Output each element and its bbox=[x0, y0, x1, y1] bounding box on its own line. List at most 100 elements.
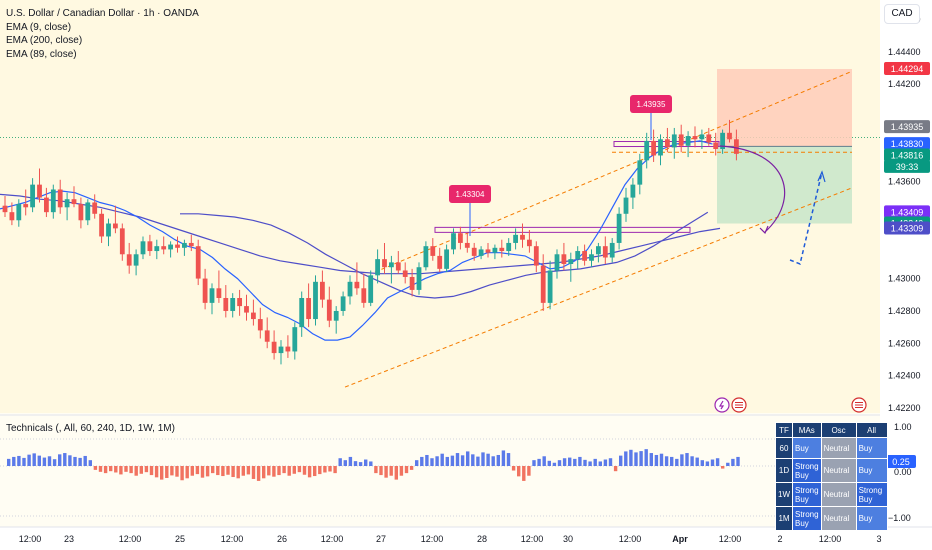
all-cell: Buy bbox=[855, 437, 888, 459]
candle-body bbox=[126, 254, 132, 266]
technicals-bar bbox=[680, 454, 684, 466]
technicals-bar bbox=[318, 466, 322, 475]
candle-body bbox=[568, 259, 574, 264]
candle-body bbox=[71, 199, 77, 205]
technicals-bar bbox=[292, 466, 296, 474]
technicals-bar bbox=[420, 456, 424, 466]
time-axis-tick: 30 bbox=[563, 534, 573, 544]
symbol-title[interactable]: U.S. Dollar / Canadian Dollar · 1h · OAN… bbox=[6, 8, 199, 19]
price-label-text: 1.43830 bbox=[891, 139, 924, 149]
technicals-bar bbox=[154, 466, 159, 478]
technicals-bar bbox=[583, 459, 587, 466]
time-axis-tick: 27 bbox=[376, 534, 386, 544]
technicals-bar bbox=[491, 456, 495, 466]
technicals-bar bbox=[364, 459, 368, 466]
candle-body bbox=[513, 234, 518, 243]
resistance-box bbox=[434, 226, 691, 233]
header-all: All bbox=[855, 422, 888, 438]
technicals-bar bbox=[654, 454, 659, 466]
tf-cell: 1D bbox=[775, 458, 793, 483]
candle-body bbox=[99, 213, 104, 237]
technicals-bar bbox=[348, 456, 353, 466]
price-label-text: 1.43409 bbox=[891, 207, 924, 217]
candle-body bbox=[409, 276, 415, 290]
technicals-table: TF MAs Osc All 60 Buy Neutral Buy 1D Str… bbox=[775, 422, 888, 531]
all-cell: Buy bbox=[855, 506, 888, 531]
technicals-bar bbox=[78, 457, 82, 466]
technicals-bar bbox=[7, 458, 11, 466]
candle-body bbox=[706, 134, 712, 143]
technicals-bar bbox=[68, 455, 72, 466]
technicals-bar bbox=[715, 458, 720, 466]
technicals-bar bbox=[573, 458, 577, 466]
tech-axis-tick: 0.00 bbox=[894, 467, 912, 477]
technicals-bar bbox=[629, 449, 633, 466]
technicals-bar bbox=[328, 466, 332, 472]
technicals-bar bbox=[93, 466, 98, 470]
candle-body bbox=[471, 247, 477, 256]
candle-body bbox=[630, 184, 636, 198]
candle-body bbox=[671, 134, 677, 148]
technicals-bar bbox=[32, 453, 36, 466]
candle-body bbox=[389, 262, 394, 268]
tech-axis-tick: −1.00 bbox=[888, 513, 911, 523]
indicator-ema-200[interactable]: EMA (200, close) bbox=[6, 35, 83, 46]
osc-cell: Neutral bbox=[820, 482, 857, 507]
candle-body bbox=[492, 247, 498, 253]
currency-button[interactable]: CAD bbox=[884, 4, 920, 24]
technicals-bar bbox=[721, 466, 725, 469]
price-axis-background bbox=[880, 0, 932, 527]
osc-cell: Neutral bbox=[820, 437, 857, 459]
candle-body bbox=[182, 242, 187, 248]
candle-body bbox=[299, 298, 305, 328]
candle-body bbox=[485, 249, 491, 253]
candle-body bbox=[520, 234, 525, 240]
candle-body bbox=[699, 134, 705, 140]
technicals-bar bbox=[522, 466, 526, 481]
candle-body bbox=[458, 233, 463, 243]
technicals-bar bbox=[282, 466, 286, 474]
candle-body bbox=[333, 310, 339, 321]
technicals-bar bbox=[603, 459, 608, 466]
candle-body bbox=[257, 319, 263, 331]
all-cell: Buy bbox=[855, 458, 888, 483]
candle-body bbox=[685, 136, 691, 146]
technicals-bar bbox=[430, 458, 434, 466]
technicals-bar bbox=[124, 466, 128, 472]
price-label-badge bbox=[884, 159, 930, 173]
technicals-row-1d: 1D Strong Buy Neutral Buy bbox=[775, 458, 888, 483]
candle-body bbox=[347, 281, 353, 297]
candle-body bbox=[596, 246, 601, 255]
technicals-bar bbox=[88, 460, 92, 466]
candle-body bbox=[78, 204, 84, 221]
candle-body bbox=[340, 296, 346, 311]
candle-body bbox=[16, 204, 22, 221]
candle-body bbox=[223, 298, 229, 311]
candle-body bbox=[361, 288, 367, 303]
time-axis-tick: 28 bbox=[477, 534, 487, 544]
technicals-bar bbox=[670, 456, 674, 466]
technicals-bar bbox=[440, 453, 444, 466]
dashed-projection bbox=[789, 171, 823, 266]
candle-body bbox=[575, 251, 581, 260]
technicals-bar bbox=[471, 454, 475, 466]
technicals-bar bbox=[180, 466, 184, 481]
price-label-text: 1.43816 bbox=[891, 150, 924, 160]
ema-89-line bbox=[180, 211, 709, 299]
technicals-bar bbox=[511, 466, 516, 471]
technicals-bar bbox=[256, 466, 261, 481]
candle-body bbox=[50, 189, 56, 213]
candle-body bbox=[589, 254, 594, 261]
candle-body bbox=[216, 288, 222, 299]
technicals-title[interactable]: Technicals (, All, 60, 240, 1D, 1W, 1M) bbox=[6, 423, 175, 434]
candle-body bbox=[23, 204, 29, 208]
candle-body bbox=[713, 142, 719, 150]
technicals-header-row: TF MAs Osc All bbox=[775, 422, 888, 438]
indicator-ema-89[interactable]: EMA (89, close) bbox=[6, 48, 77, 60]
technicals-bar bbox=[160, 466, 164, 480]
price-label-badge bbox=[884, 61, 930, 75]
candle-body bbox=[561, 254, 567, 264]
indicator-ema-9[interactable]: EMA (9, close) bbox=[6, 21, 72, 33]
candle-body bbox=[140, 241, 146, 255]
tech-value-badge bbox=[886, 455, 916, 468]
